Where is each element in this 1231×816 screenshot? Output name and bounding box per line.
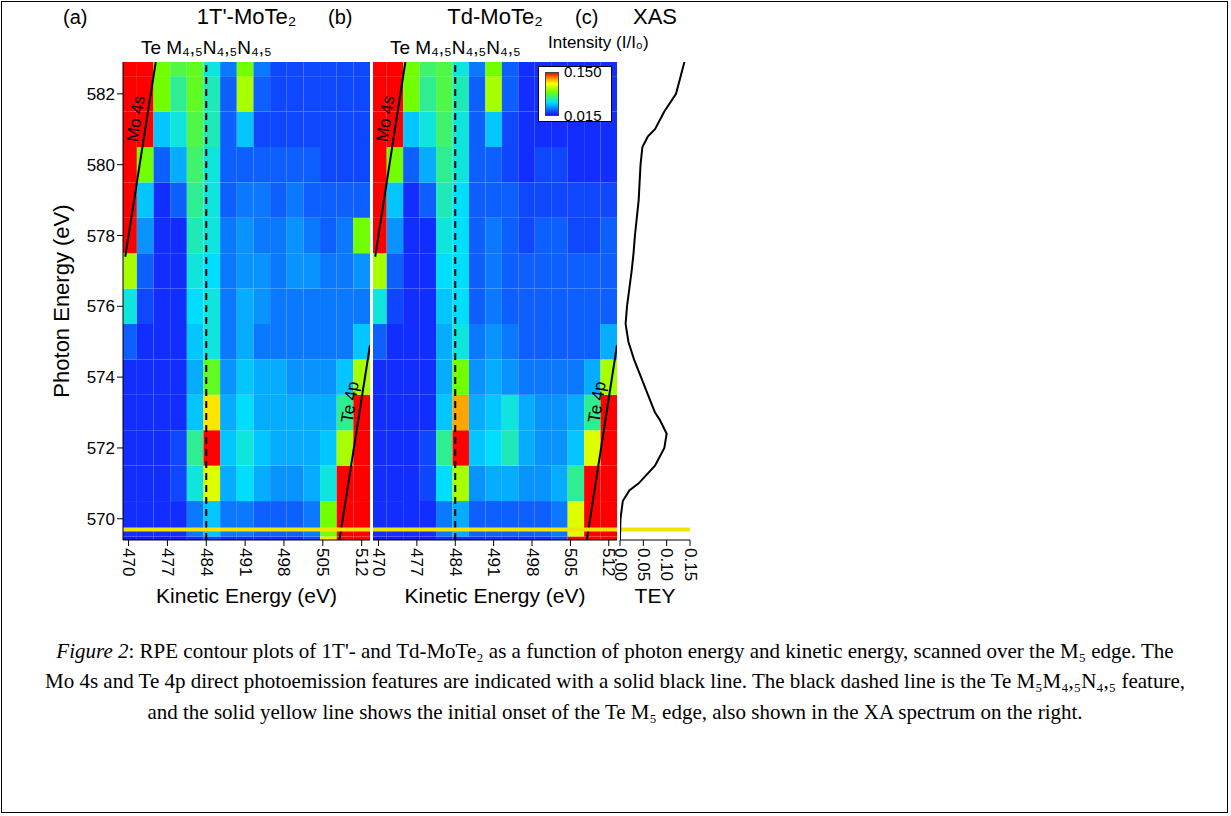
svg-text:505: 505	[313, 548, 332, 576]
svg-text:0.15: 0.15	[681, 548, 700, 581]
svg-text:0.00: 0.00	[611, 548, 630, 581]
svg-text:477: 477	[407, 548, 426, 576]
html-text:Kinetic Energy (eV): Kinetic Energy (eV)	[404, 584, 586, 607]
html-text:(c): (c)	[575, 6, 599, 28]
svg-text:Mo 4s: Mo 4s	[373, 94, 399, 143]
svg-text:Te 4p: Te 4p	[585, 380, 610, 424]
svg-text:582: 582	[87, 85, 115, 104]
svg-text:Te M₄,₅N₄,₅N₄,₅: Te M₄,₅N₄,₅N₄,₅	[390, 37, 521, 58]
svg-text:491: 491	[484, 548, 503, 576]
svg-text:477: 477	[158, 548, 177, 576]
svg-text:491: 491	[236, 548, 255, 576]
html-text:(b): (b)	[328, 6, 353, 28]
svg-text:470: 470	[369, 548, 388, 576]
svg-text:498: 498	[274, 548, 293, 576]
svg-text:574: 574	[87, 368, 115, 387]
svg-text:Te 4p: Te 4p	[337, 380, 362, 424]
svg-text:484: 484	[446, 548, 465, 576]
html-text:(a): (a)	[63, 6, 88, 28]
svg-text:505: 505	[561, 548, 580, 576]
html-text:XAS: XAS	[633, 4, 677, 29]
svg-text:0.10: 0.10	[657, 548, 676, 581]
svg-text:0.05: 0.05	[634, 548, 653, 581]
svg-text:484: 484	[197, 548, 216, 576]
html-text:0.015: 0.015	[564, 107, 602, 124]
svg-text:Mo 4s: Mo 4s	[123, 94, 149, 143]
html-text:TEY: TEY	[634, 584, 676, 607]
svg-text:578: 578	[87, 227, 115, 246]
html-text:Kinetic Energy (eV): Kinetic Energy (eV)	[156, 584, 337, 607]
svg-text:570: 570	[87, 510, 115, 529]
svg-text:498: 498	[523, 548, 542, 576]
svg-text:470: 470	[119, 548, 138, 576]
svg-text:Te M₄,₅N₄,₅N₄,₅: Te M₄,₅N₄,₅N₄,₅	[141, 37, 272, 58]
svg-text:580: 580	[87, 156, 115, 175]
html-text:Intensity (I/I₀): Intensity (I/I₀)	[548, 33, 649, 52]
html-text:Photon Energy (eV): Photon Energy (eV)	[49, 204, 74, 398]
html-text:Td-MoTe₂: Td-MoTe₂	[447, 4, 543, 29]
svg-text:576: 576	[87, 297, 115, 316]
svg-text:572: 572	[87, 439, 115, 458]
svg-text:512: 512	[352, 548, 371, 576]
html-text:1T'-MoTe₂: 1T'-MoTe₂	[196, 4, 297, 29]
svg-text:512: 512	[599, 548, 619, 577]
html-text:Figure 2: RPE contour plots of: Figure 2: RPE contour plots of 1T'- and …	[45, 639, 1185, 724]
html-text:0.150: 0.150	[564, 63, 602, 80]
